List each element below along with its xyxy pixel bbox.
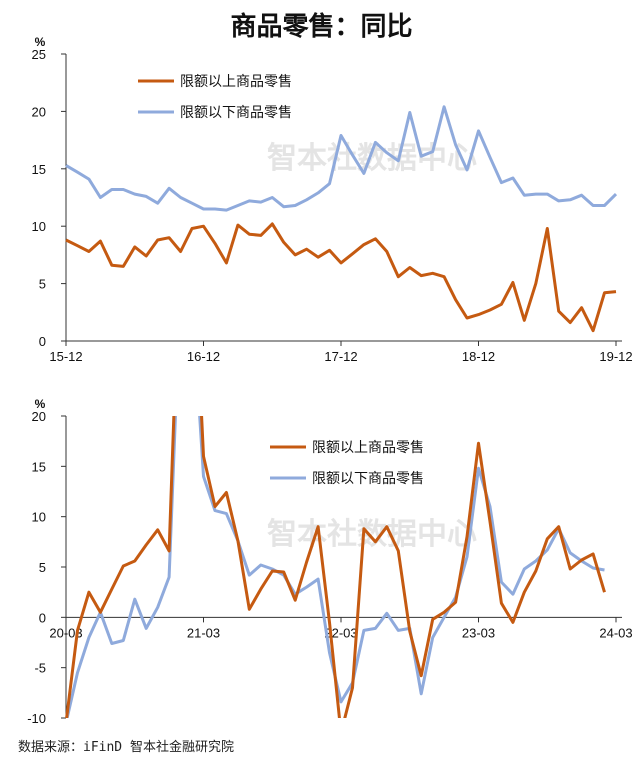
chart-bottom: 智本社数据中心 -10 -5 0 5 10 15 20% 20-03 21-03 22-03 23-0…	[27, 397, 632, 726]
x-tick-label: 18-12	[462, 349, 495, 364]
series-line-above-quota	[65, 222, 617, 333]
legend-label: 限额以下商品零售	[180, 105, 292, 121]
y-tick-label: 15	[32, 459, 46, 474]
x-tick-label: 16-12	[187, 349, 220, 364]
series-line-above-quota	[65, 416, 606, 718]
y-tick-label: 25	[32, 47, 46, 62]
y-tick-label: 5	[39, 277, 46, 292]
y-tick-label: 20	[32, 104, 46, 119]
y-tick-label: 0	[39, 610, 46, 625]
x-tick-label: 24-03	[599, 625, 632, 640]
y-unit-label: %	[35, 35, 46, 49]
y-tick-label: -5	[34, 661, 46, 676]
x-tick-label: 17-12	[324, 349, 357, 364]
series-group	[65, 416, 606, 718]
x-tick-label: 20-03	[49, 625, 82, 640]
y-tick-label: -10	[27, 711, 46, 726]
chart-title: 商品零售：同比	[230, 12, 413, 42]
x-tick-label: 23-03	[462, 625, 495, 640]
y-tick-label: 15	[32, 162, 46, 177]
x-tick-label: 21-03	[187, 625, 220, 640]
watermark-text: 智本社数据中心	[267, 517, 477, 552]
source-note: 数据来源：iFinD 智本社金融研究院	[18, 740, 234, 755]
x-tick-label: 22-03	[324, 625, 357, 640]
y-tick-label: 10	[32, 510, 46, 525]
x-tick-label: 19-12	[599, 349, 632, 364]
watermark-text: 智本社数据中心	[267, 141, 477, 176]
y-tick-label: 10	[32, 219, 46, 234]
y-unit-label: %	[35, 397, 46, 411]
chart-top: 智本社数据中心 0 5 10 15 20 25% 15-12 16-12 17-12 18-12 19…	[32, 35, 633, 364]
y-tick-label: 5	[39, 560, 46, 575]
series-line-below-quota	[65, 105, 618, 212]
y-tick-label: 0	[39, 334, 46, 349]
legend-label: 限额以上商品零售	[180, 74, 292, 90]
series-group	[65, 105, 618, 333]
legend-label: 限额以上商品零售	[312, 440, 424, 456]
legend-label: 限额以下商品零售	[312, 471, 424, 487]
x-tick-label: 15-12	[49, 349, 82, 364]
y-tick-label: 20	[32, 409, 46, 424]
